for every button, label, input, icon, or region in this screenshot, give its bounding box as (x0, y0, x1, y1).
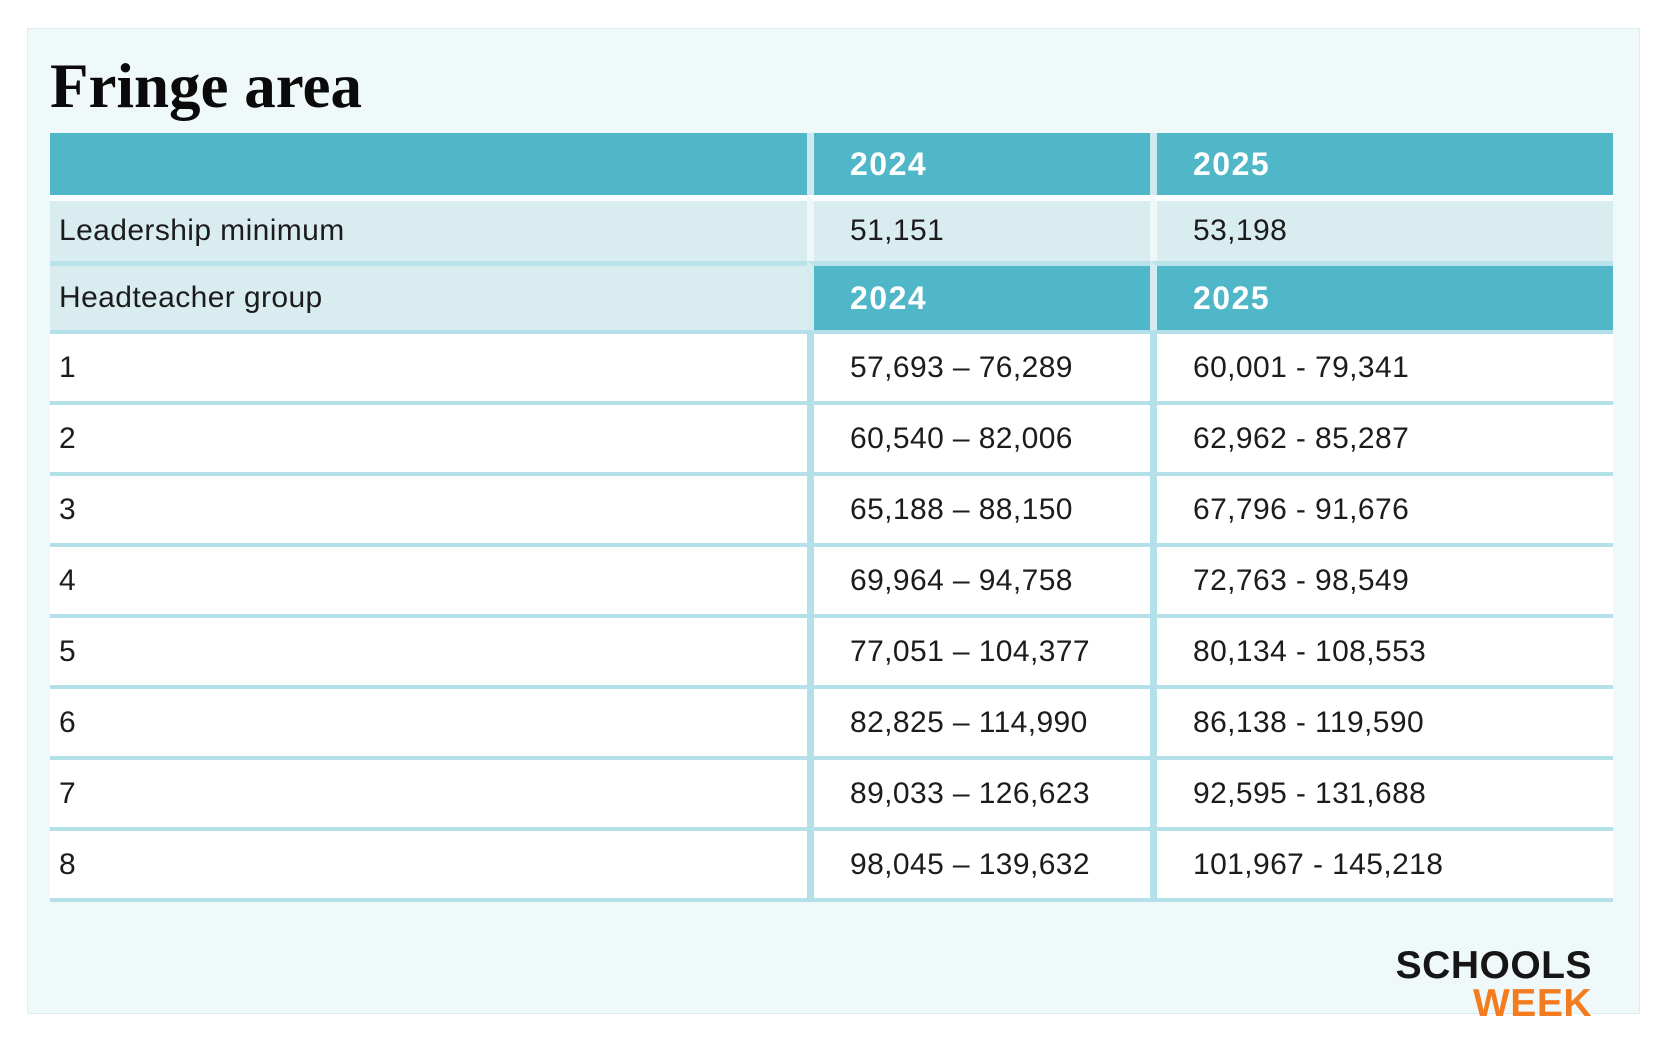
group-range-2024: 77,051 – 104,377 (807, 614, 1150, 685)
group-row-4: 4 69,964 – 94,758 72,763 - 98,549 (50, 543, 1613, 614)
group-row-7: 7 89,033 – 126,623 92,595 - 131,688 (50, 756, 1613, 827)
leadership-minimum-row: Leadership minimum 51,151 53,198 (50, 195, 1613, 261)
group-range-2025: 92,595 - 131,688 (1150, 756, 1613, 827)
logo-week-text: WEEK (1473, 982, 1592, 1026)
group-range-2025: 86,138 - 119,590 (1150, 685, 1613, 756)
leadership-minimum-2024: 51,151 (807, 195, 1150, 261)
group-range-2024: 65,188 – 88,150 (807, 472, 1150, 543)
group-row-3: 3 65,188 – 88,150 67,796 - 91,676 (50, 472, 1613, 543)
group-number: 3 (50, 472, 807, 543)
group-number: 7 (50, 756, 807, 827)
group-range-2024: 82,825 – 114,990 (807, 685, 1150, 756)
group-range-2025: 67,796 - 91,676 (1150, 472, 1613, 543)
group-number: 8 (50, 827, 807, 898)
group-row-2: 2 60,540 – 82,006 62,962 - 85,287 (50, 401, 1613, 472)
header-empty-cell (50, 133, 807, 195)
leadership-minimum-label: Leadership minimum (50, 195, 807, 261)
group-number: 4 (50, 543, 807, 614)
headteacher-group-label: Headteacher group (50, 261, 807, 330)
group-range-2024: 98,045 – 139,632 (807, 827, 1150, 898)
page-title: Fringe area (50, 51, 362, 121)
group-number: 2 (50, 401, 807, 472)
infographic-card: Fringe area 2024 2025 Leadership minimum… (27, 28, 1640, 1023)
group-row-6: 6 82,825 – 114,990 86,138 - 119,590 (50, 685, 1613, 756)
group-number: 6 (50, 685, 807, 756)
group-row-5: 5 77,051 – 104,377 80,134 - 108,553 (50, 614, 1613, 685)
table-header-row: 2024 2025 (50, 133, 1613, 195)
group-range-2024: 69,964 – 94,758 (807, 543, 1150, 614)
leadership-minimum-2025: 53,198 (1150, 195, 1613, 261)
group-range-2025: 72,763 - 98,549 (1150, 543, 1613, 614)
group-number: 1 (50, 330, 807, 401)
group-range-2025: 80,134 - 108,553 (1150, 614, 1613, 685)
schools-week-logo: SCHOOLS WEEK (1395, 944, 1592, 1026)
headteacher-group-header-row: Headteacher group 2024 2025 (50, 261, 1613, 330)
logo-schools-text: SCHOOLS (1395, 944, 1592, 987)
col-header-2025: 2025 (1150, 133, 1613, 195)
group-range-2024: 89,033 – 126,623 (807, 756, 1150, 827)
group-row-1: 1 57,693 – 76,289 60,001 - 79,341 (50, 330, 1613, 401)
group-row-8: 8 98,045 – 139,632 101,967 - 145,218 (50, 827, 1613, 898)
group-col-header-2024: 2024 (807, 261, 1150, 330)
group-col-header-2025: 2025 (1150, 261, 1613, 330)
group-range-2025: 60,001 - 79,341 (1150, 330, 1613, 401)
group-range-2025: 62,962 - 85,287 (1150, 401, 1613, 472)
group-range-2025: 101,967 - 145,218 (1150, 827, 1613, 898)
group-range-2024: 57,693 – 76,289 (807, 330, 1150, 401)
salary-table: 2024 2025 Leadership minimum 51,151 53,1… (50, 133, 1613, 902)
group-range-2024: 60,540 – 82,006 (807, 401, 1150, 472)
col-header-2024: 2024 (807, 133, 1150, 195)
group-number: 5 (50, 614, 807, 685)
